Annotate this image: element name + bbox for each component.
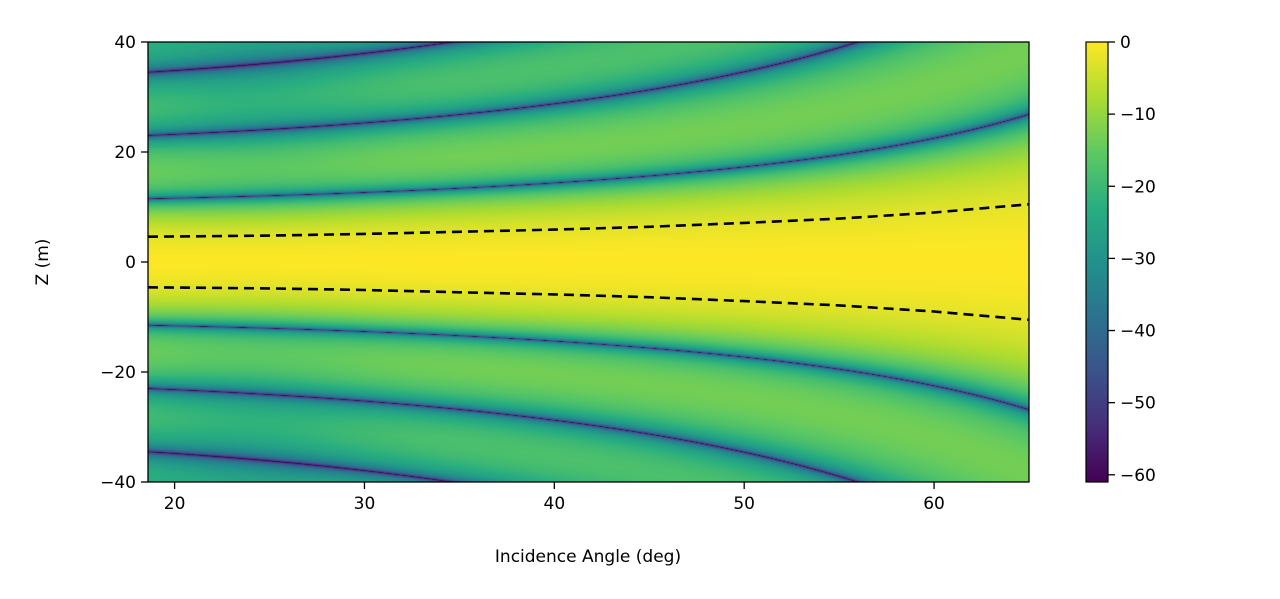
colorbar-ticks: 0 −10 −20 −30 −40 −50 −60 xyxy=(1108,33,1156,486)
colorbar-tick-label: 0 xyxy=(1120,33,1131,53)
x-axis-label: Incidence Angle (deg) xyxy=(495,547,681,567)
x-tick-label: 50 xyxy=(733,494,755,514)
y-axis-label: Z (m) xyxy=(33,239,53,286)
x-tick-label: 40 xyxy=(544,494,566,514)
boundary-line-upper xyxy=(148,203,1029,238)
y-tick-label: 20 xyxy=(114,143,136,163)
colorbar-tick-label: −30 xyxy=(1120,249,1156,269)
colorbar-tick-label: −50 xyxy=(1120,394,1156,414)
colorbar xyxy=(1085,41,1109,483)
x-tick-label: 60 xyxy=(923,494,945,514)
x-tick-label: 30 xyxy=(354,494,376,514)
y-tick-label: 40 xyxy=(114,33,136,53)
y-axis-ticks: −40 −20 0 20 40 xyxy=(100,33,148,493)
x-axis-ticks: 20 30 40 50 60 xyxy=(164,482,945,514)
y-tick-label: 0 xyxy=(125,253,136,273)
colorbar-tick-label: −10 xyxy=(1120,105,1156,125)
y-tick-label: −20 xyxy=(100,363,136,383)
boundary-line-lower xyxy=(148,286,1029,322)
colorbar-tick-label: −20 xyxy=(1120,177,1156,197)
series-layer xyxy=(148,203,1029,322)
y-tick-label: −40 xyxy=(100,473,136,493)
heatmap-raster xyxy=(148,42,1029,482)
x-tick-label: 20 xyxy=(164,494,186,514)
colorbar-tick-label: −40 xyxy=(1120,322,1156,342)
colorbar-tick-label: −60 xyxy=(1120,466,1156,486)
